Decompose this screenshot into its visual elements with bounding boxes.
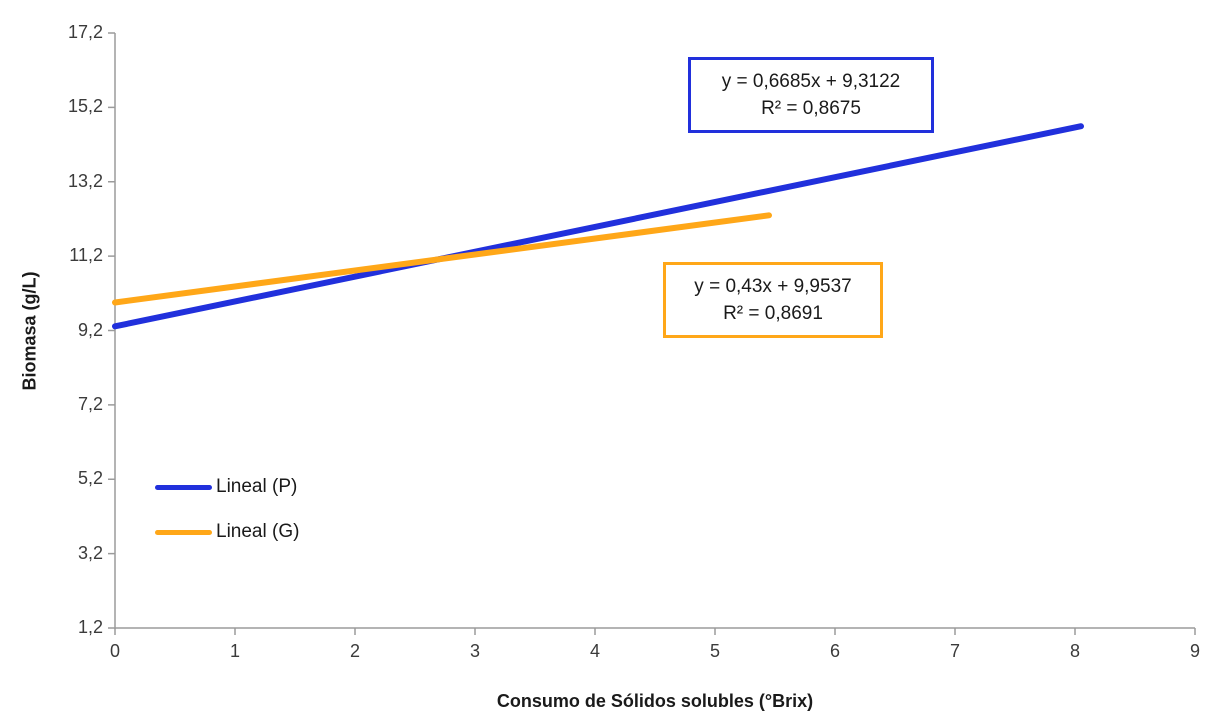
y-axis-title: Biomasa (g/L) bbox=[19, 271, 40, 391]
legend-item-lineal-g: Lineal (G) bbox=[155, 519, 299, 545]
y-tick-label: 17,2 bbox=[67, 22, 103, 42]
x-tick-label: 1 bbox=[229, 641, 241, 661]
y-tick-label: 7,2 bbox=[77, 393, 103, 414]
trendline-lineal-p bbox=[112, 123, 1084, 330]
y-tick-label: 11,2 bbox=[69, 245, 103, 266]
legend-label-lineal-g: Lineal (G) bbox=[216, 521, 300, 542]
y-tick-label: 1,2 bbox=[77, 617, 103, 637]
r2-text-lineal-g: R² = 0,8691 bbox=[723, 303, 823, 324]
trendline-lineal-g bbox=[112, 212, 772, 306]
x-tick-label: 5 bbox=[709, 641, 721, 661]
equation-text-lineal-p: y = 0,6685x + 9,3122 bbox=[721, 71, 901, 92]
y-tick-label: 3,2 bbox=[77, 542, 103, 563]
equation-box-lineal-p: y = 0,6685x + 9,3122 R² = 0,8675 bbox=[688, 57, 934, 133]
legend-swatch-orange bbox=[155, 529, 212, 535]
x-tick-label: 8 bbox=[1069, 641, 1081, 661]
y-tick-label: 13,2 bbox=[67, 170, 103, 191]
x-tick-label: 4 bbox=[589, 641, 601, 661]
legend: Lineal (P) Lineal (G) bbox=[155, 474, 299, 564]
y-tick-label: 15,2 bbox=[67, 96, 103, 117]
x-tick-label: 3 bbox=[469, 641, 481, 661]
legend-swatch-blue bbox=[155, 484, 212, 490]
x-tick-label: 2 bbox=[349, 641, 361, 661]
x-axis-title: Consumo de Sólidos solubles (°Brix) bbox=[496, 691, 814, 711]
x-tick-label: 6 bbox=[829, 641, 841, 661]
x-tick-label: 7 bbox=[949, 641, 961, 661]
equation-box-lineal-g: y = 0,43x + 9,9537 R² = 0,8691 bbox=[663, 262, 883, 338]
r2-text-lineal-p: R² = 0,8675 bbox=[761, 98, 861, 119]
x-tick-label: 0 bbox=[109, 641, 121, 661]
legend-label-lineal-p: Lineal (P) bbox=[216, 476, 298, 497]
equation-text-lineal-g: y = 0,43x + 9,9537 bbox=[694, 276, 852, 297]
y-tick-label: 9,2 bbox=[77, 319, 103, 340]
x-tick-label: 9 bbox=[1189, 641, 1201, 661]
legend-item-lineal-p: Lineal (P) bbox=[155, 474, 299, 500]
y-tick-label: 5,2 bbox=[77, 468, 103, 489]
